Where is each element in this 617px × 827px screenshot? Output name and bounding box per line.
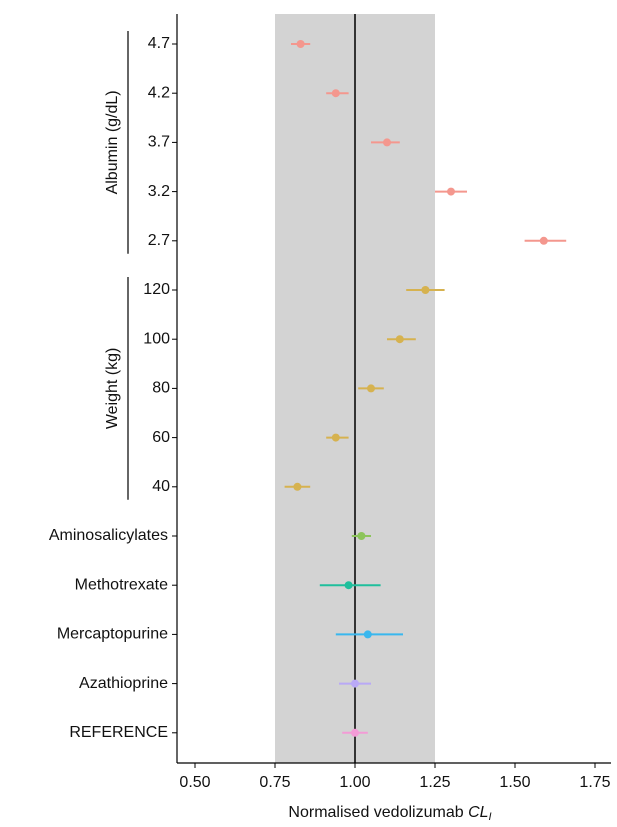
- point: [367, 384, 375, 393]
- point: [351, 679, 359, 688]
- y-tick-label: 4.7: [148, 35, 170, 52]
- point: [421, 286, 430, 294]
- y-tick-label: 3.2: [148, 183, 170, 200]
- x-tick-label: 1.25: [419, 774, 450, 791]
- point: [395, 335, 404, 344]
- point: [351, 728, 359, 737]
- group-label: Albumin (g/dL): [104, 90, 121, 194]
- point: [363, 630, 372, 639]
- point: [331, 89, 340, 98]
- x-tick-label: 1.00: [339, 774, 370, 791]
- point: [357, 532, 366, 540]
- y-tick-label: Aminosalicylates: [49, 527, 168, 544]
- point: [447, 187, 455, 196]
- x-label-text: Normalised vedolizumab: [288, 804, 468, 821]
- x-tick-label: 1.50: [499, 774, 530, 791]
- y-tick-label: 4.2: [148, 84, 170, 101]
- point: [293, 482, 302, 491]
- point: [296, 40, 305, 48]
- x-label-subscript: I: [489, 811, 492, 823]
- x-axis-label: Normalised vedolizumab CLI: [288, 804, 491, 823]
- y-tick-label: 2.7: [148, 232, 170, 249]
- y-tick-label: 120: [143, 281, 170, 298]
- x-tick-label: 0.50: [179, 774, 210, 791]
- group-label: Weight (kg): [104, 348, 121, 430]
- point: [331, 433, 340, 442]
- y-tick-label: Azathioprine: [79, 675, 168, 692]
- point: [344, 581, 353, 590]
- y-tick-label: 80: [152, 380, 170, 397]
- x-tick-label: 1.75: [579, 774, 610, 791]
- y-tick-label: Mercaptopurine: [57, 626, 168, 643]
- y-tick-label: REFERENCE: [69, 724, 168, 741]
- y-tick-label: Methotrexate: [75, 576, 168, 593]
- point: [383, 138, 391, 147]
- y-tick-label: 100: [143, 330, 170, 347]
- background: [275, 14, 435, 763]
- y-tick-label: 3.7: [148, 134, 170, 151]
- x-label-italic: CL: [468, 804, 488, 821]
- x-tick-label: 0.75: [259, 774, 290, 791]
- y-tick-label: 40: [152, 478, 170, 495]
- point: [539, 236, 548, 245]
- y-tick-label: 60: [152, 429, 170, 446]
